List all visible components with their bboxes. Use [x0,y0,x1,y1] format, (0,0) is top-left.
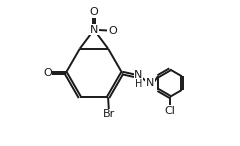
Text: H: H [135,79,142,89]
Text: N: N [134,70,143,80]
Text: Cl: Cl [164,106,175,116]
Text: Br: Br [103,110,115,119]
Text: O: O [43,68,52,78]
Text: N: N [90,25,98,35]
Text: O: O [108,26,117,35]
Text: N: N [146,78,154,88]
Text: O: O [90,7,98,17]
